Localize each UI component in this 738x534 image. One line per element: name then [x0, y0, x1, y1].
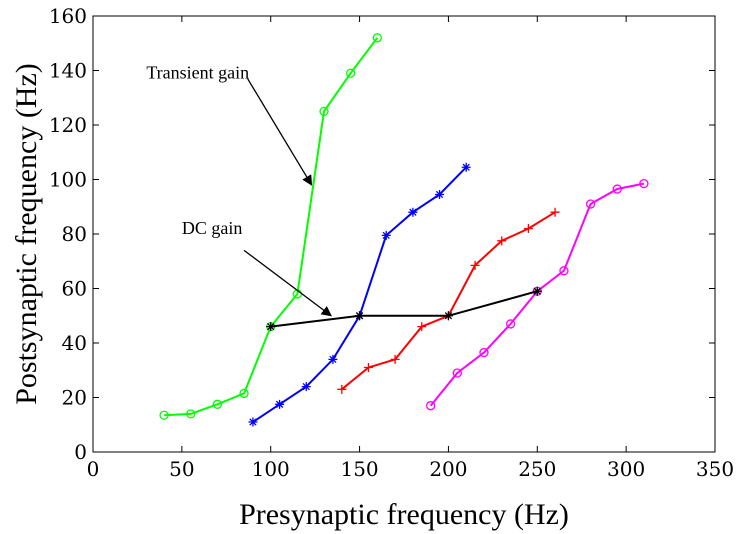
axis-ticks: 0 50 100 150 200 250 300 350 0 20 40 60 80 100 120 140 1…: [49, 4, 734, 481]
x-tick-label: 150: [340, 457, 378, 481]
data-point: [479, 347, 489, 358]
data-point: [417, 322, 427, 332]
data-point: [212, 399, 223, 409]
data-point: [523, 224, 533, 234]
data-point: [266, 322, 276, 332]
data-point: [159, 410, 169, 420]
data-point: [186, 409, 196, 419]
data-point: [612, 184, 622, 194]
x-tick-label: 50: [169, 457, 194, 481]
series-line: [252, 166, 467, 423]
x-tick-label: 350: [696, 457, 734, 481]
y-tick-label: 40: [62, 331, 87, 355]
data-point: [452, 368, 462, 378]
data-point: [559, 266, 569, 276]
data-point: [319, 106, 329, 117]
y-tick-label: 80: [62, 222, 87, 246]
series-2: [337, 207, 560, 394]
data-point: [426, 401, 436, 411]
data-point: [355, 311, 365, 321]
y-tick-label: 120: [49, 113, 87, 137]
y-axis-label: Postsynaptic frequency (Hz): [10, 63, 43, 405]
y-tick-label: 60: [62, 277, 87, 301]
y-tick-label: 20: [62, 386, 87, 410]
y-tick-label: 160: [49, 4, 87, 28]
x-tick-label: 250: [518, 457, 556, 481]
data-point: [550, 207, 560, 217]
data-point: [248, 417, 258, 427]
data-point: [328, 354, 338, 364]
data-point: [639, 178, 649, 189]
x-tick-label: 300: [607, 457, 645, 481]
data-point: [390, 354, 400, 364]
data-point: [435, 189, 445, 199]
series-4: [266, 286, 542, 332]
annotation-label: Transient gain: [146, 63, 249, 83]
data-point: [461, 162, 471, 172]
annotation-arrow: [243, 249, 332, 317]
data-point: [585, 199, 596, 209]
x-axis-label: Presynaptic frequency (Hz): [239, 498, 569, 531]
series-1: [248, 162, 471, 427]
x-tick-label: 200: [429, 457, 467, 481]
x-tick-label: 100: [252, 457, 290, 481]
data-point: [337, 384, 347, 394]
series-layer: [159, 33, 649, 427]
annotation-layer: Transient gain DC gain: [146, 63, 332, 317]
data-point: [505, 319, 516, 329]
data-point: [497, 236, 507, 246]
data-point: [470, 260, 480, 270]
annotation-arrow: [247, 78, 313, 186]
series-line: [341, 211, 556, 391]
data-point: [301, 382, 311, 392]
y-tick-label: 100: [49, 168, 87, 192]
data-point: [381, 230, 391, 240]
y-tick-label: 0: [74, 440, 87, 464]
data-point: [239, 388, 249, 399]
data-point: [363, 363, 373, 373]
annotation-label: DC gain: [182, 218, 243, 238]
x-tick-label: 0: [87, 457, 100, 481]
series-line: [270, 290, 538, 328]
data-point: [372, 33, 382, 43]
data-point: [346, 68, 356, 78]
y-tick-label: 140: [49, 59, 87, 83]
data-point: [443, 311, 453, 321]
data-point: [408, 207, 418, 217]
data-point: [532, 286, 542, 296]
data-point: [275, 399, 285, 409]
